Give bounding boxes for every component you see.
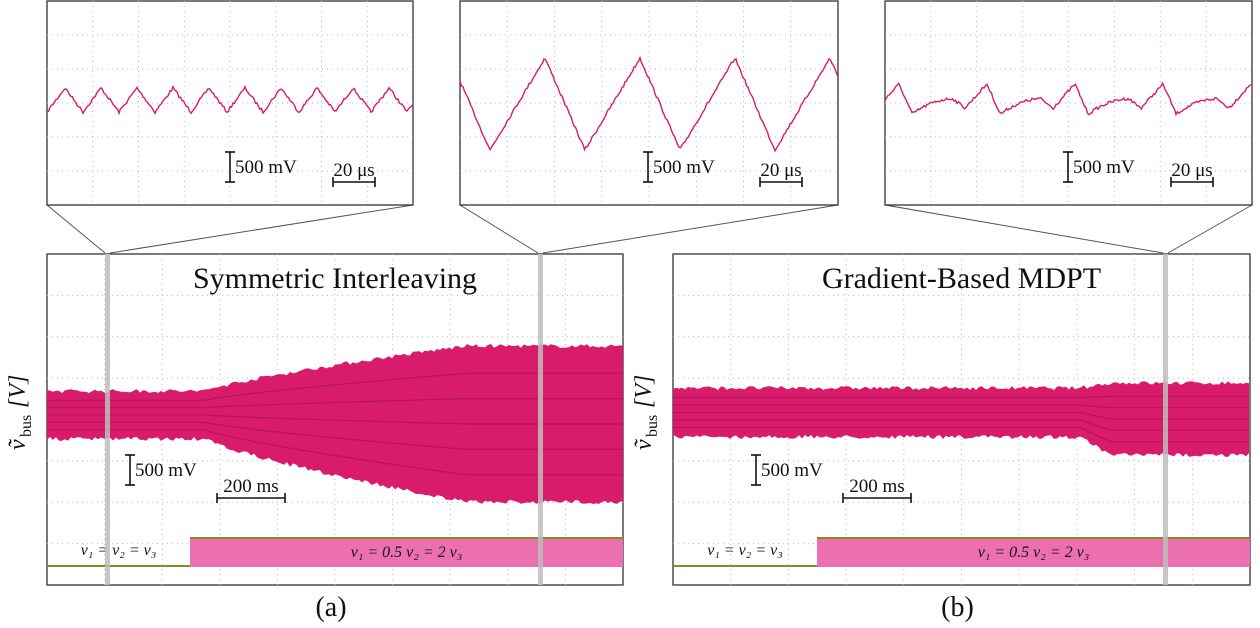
after-label: v₁ = 0.5 v₂ = 2 v₃	[978, 544, 1090, 561]
y-label-subscript: bus	[18, 415, 35, 437]
y-label-symbol: ṽ	[631, 438, 657, 450]
zoom-marker	[1163, 254, 1168, 585]
voltage-scale: 500 mV	[235, 157, 297, 178]
caption: (b)	[941, 592, 974, 623]
before-label: v₁ = v₂ = v₃	[707, 542, 783, 559]
voltage-scale: 500 mV	[1073, 157, 1135, 178]
connector	[460, 205, 538, 253]
connector	[543, 205, 838, 253]
zoom-marker	[538, 254, 543, 585]
voltage-scale: 500 mV	[653, 157, 715, 178]
y-label-symbol: ṽ	[5, 438, 31, 450]
connector	[885, 205, 1163, 253]
time-scale: 200 ms	[849, 476, 904, 497]
panel-title: Gradient-Based MDPT	[822, 262, 1101, 295]
time-scale: 20 μs	[1171, 160, 1212, 181]
connector	[47, 205, 105, 253]
caption: (a)	[315, 592, 346, 623]
panel-title: Symmetric Interleaving	[193, 262, 477, 295]
voltage-scale: 500 mV	[761, 460, 823, 481]
y-label-unit: [V]	[631, 375, 657, 408]
after-label: v₁ = 0.5 v₂ = 2 v₃	[351, 544, 463, 561]
y-label-subscript: bus	[644, 415, 661, 437]
time-scale: 20 μs	[760, 160, 801, 181]
time-scale: 20 μs	[333, 160, 374, 181]
figure: 500 mV 20 μs 500 mV 20 μs 500 mV 20 μs v₁ = v₂…	[0, 0, 1260, 628]
connector	[1168, 205, 1252, 253]
y-label-unit: [V]	[5, 375, 31, 408]
before-label: v₁ = v₂ = v₃	[81, 542, 157, 559]
time-scale: 200 ms	[223, 476, 278, 497]
zoom-marker	[105, 254, 110, 585]
voltage-scale: 500 mV	[135, 460, 197, 481]
connector	[110, 205, 413, 253]
